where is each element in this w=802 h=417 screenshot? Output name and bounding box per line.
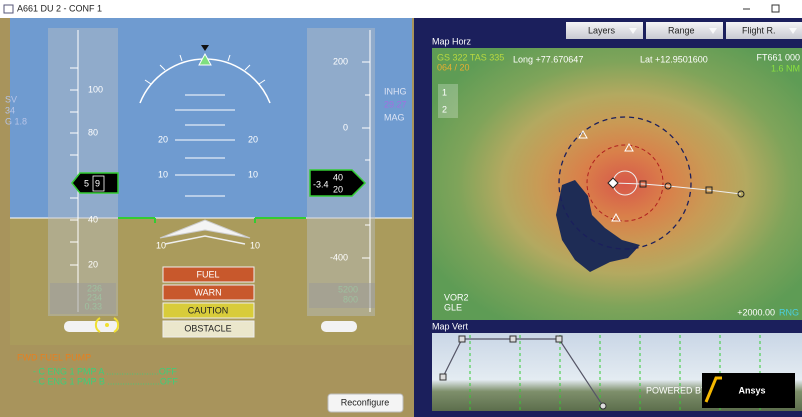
speed-label: 100 — [88, 84, 103, 94]
range-ring — [558, 116, 692, 250]
speed-ticks — [70, 67, 78, 266]
nav-label: VOR2 — [444, 292, 469, 302]
message-line: - C ENG 1 PMP B .....................OFF — [33, 376, 178, 386]
pitch-label: 10 — [158, 169, 168, 179]
roll-ticks — [144, 54, 266, 85]
powered-by: POWERED BY — [646, 385, 707, 395]
menu-label: Range — [668, 25, 695, 35]
fd-symbol — [94, 317, 120, 333]
page-button-label: 1 — [442, 87, 447, 97]
speed-readout-box — [71, 172, 119, 194]
altitude-readout-box — [309, 169, 367, 197]
horizon-markers — [118, 217, 306, 223]
speed-label: 20 — [88, 259, 98, 269]
logo-mark — [704, 376, 722, 403]
heading-ref: MAG — [384, 112, 405, 122]
title-bar — [0, 0, 802, 18]
speed-box-text: 234 — [87, 292, 102, 302]
baro-value: 29.27 — [384, 99, 407, 109]
altitude-label: -400 — [330, 252, 348, 262]
speed-box — [50, 283, 116, 314]
aircraft-symbol — [164, 235, 246, 245]
roll-pointer — [201, 45, 209, 51]
message-title: FWD FUEL PUMP — [17, 352, 91, 362]
speed-box-text: 236 — [87, 283, 102, 293]
altitude-box-text: 800 — [343, 294, 358, 304]
window-title: A661 DU 2 - CONF 1 — [17, 3, 102, 13]
vert-grid — [469, 335, 761, 410]
waypoints — [639, 180, 745, 198]
baro-unit: INHG — [384, 86, 407, 96]
speed-readout: 5 — [84, 178, 89, 188]
speed-readout: 9 — [95, 178, 100, 188]
reconfigure-button[interactable] — [327, 393, 404, 413]
flight-plan — [612, 182, 742, 195]
vert-title: Map Vert — [432, 321, 469, 331]
alert-text: OBSTACLE — [184, 323, 231, 333]
speed-box-text: 0.33 — [84, 301, 102, 311]
altitude-readout: 20 — [333, 184, 343, 194]
pitch-ladder — [175, 94, 235, 197]
map-info: FT661 000 — [756, 52, 800, 62]
speed-label: 40 — [88, 214, 98, 224]
alert-text: CAUTION — [188, 305, 229, 315]
altitude-box-text: 5200 — [338, 284, 358, 294]
app-icon — [3, 4, 14, 14]
roll-indicator — [198, 52, 212, 66]
altitude-box — [309, 283, 375, 308]
left-info: 34 — [5, 105, 15, 115]
maximize-button[interactable] — [771, 4, 780, 13]
speed-label: 80 — [88, 127, 98, 137]
alert-fuel — [162, 266, 255, 283]
alert-obstacle — [162, 320, 255, 338]
nav-label: GLE — [444, 302, 462, 312]
alert-caution — [162, 302, 255, 319]
range-unit: RNG — [779, 307, 799, 317]
alert-text: FUEL — [196, 269, 219, 279]
range-ring — [586, 144, 664, 222]
pitch-label: 10 — [156, 240, 166, 250]
map-info: 064 / 20 — [437, 62, 470, 72]
map-title: Map Horz — [432, 36, 472, 46]
speed-tape — [48, 28, 118, 316]
altitude-ticks — [362, 61, 370, 259]
map-info: GS 322 TAS 335 — [437, 52, 504, 62]
left-info: SV — [5, 94, 17, 104]
fd-dot — [105, 323, 109, 327]
altitude-readout: 40 — [333, 172, 343, 182]
altitude-readout: -3.4 — [313, 179, 329, 189]
page-buttons[interactable] — [438, 84, 458, 118]
vert-waypoints — [439, 335, 607, 410]
menu-label: Flight R. — [742, 25, 776, 35]
dropdown-arrows — [629, 28, 797, 34]
aircraft-symbol — [159, 219, 251, 239]
altitude-label: 0 — [343, 122, 348, 132]
menu-button[interactable] — [646, 22, 723, 39]
map-info: Long +77.670647 — [513, 54, 583, 64]
altitude-label: 200 — [333, 56, 348, 66]
speed-roller — [92, 175, 105, 192]
menu-button[interactable] — [566, 22, 643, 39]
ownship — [607, 177, 619, 189]
pitch-label: 10 — [248, 169, 258, 179]
alert-warn — [162, 284, 255, 301]
speed-pill — [64, 321, 119, 332]
map-info: Lat +12.9501600 — [640, 54, 708, 64]
menu-button[interactable] — [726, 22, 802, 39]
range-value: +2000.00 — [737, 307, 775, 317]
left-info: G 1.8 — [5, 116, 27, 126]
menu-label: Layers — [588, 25, 616, 35]
pitch-label: 10 — [250, 240, 260, 250]
obstacles — [578, 129, 634, 222]
pitch-label: 20 — [158, 134, 168, 144]
button-label: Reconfigure — [341, 397, 390, 407]
alert-text: WARN — [194, 287, 221, 297]
message-line: - C ENG 1 PMP A .....................OFF — [33, 366, 177, 376]
logo-text: Ansys — [738, 385, 765, 395]
altitude-pill — [321, 321, 357, 332]
map-info: 1.6 NM — [771, 63, 800, 73]
pitch-label: 20 — [248, 134, 258, 144]
page-button-label: 2 — [442, 104, 447, 114]
